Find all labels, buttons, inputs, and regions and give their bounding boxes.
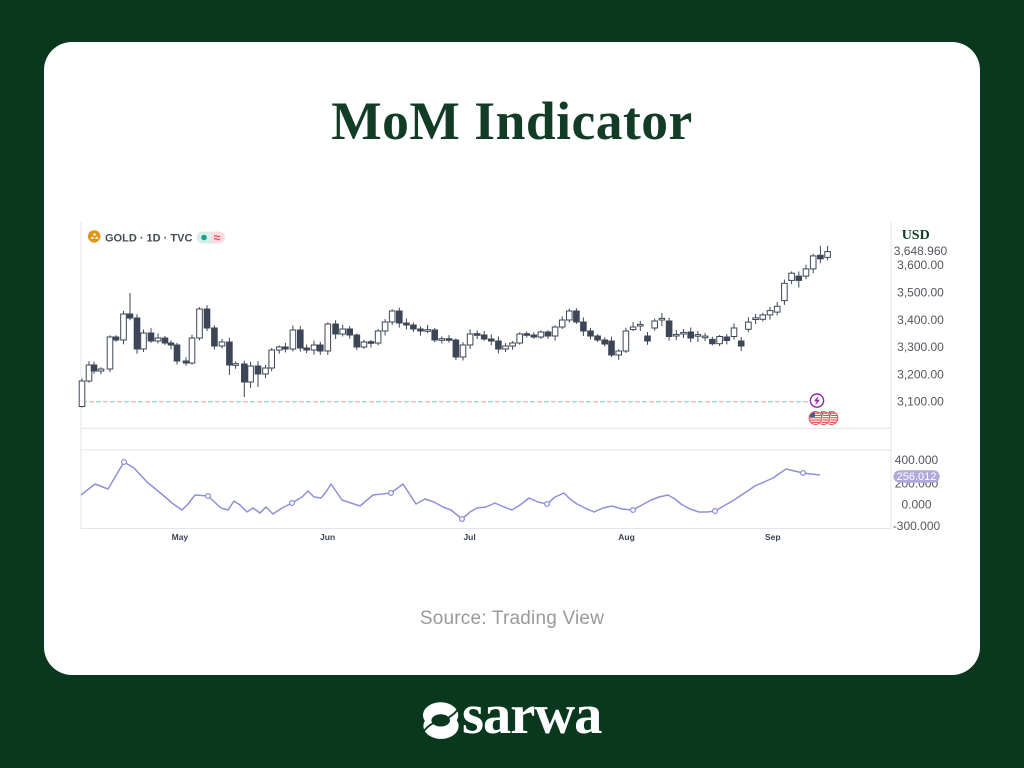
svg-text:-300.000: -300.000	[893, 519, 941, 533]
svg-text:Aug: Aug	[618, 532, 635, 542]
svg-text:3,648.960: 3,648.960	[894, 244, 948, 258]
svg-text:3,600.00: 3,600.00	[897, 258, 944, 272]
svg-text:May: May	[172, 532, 189, 542]
svg-text:256.012: 256.012	[897, 471, 937, 483]
svg-text:400.000: 400.000	[895, 453, 939, 467]
svg-text:3,300.00: 3,300.00	[897, 340, 944, 354]
svg-text:USD: USD	[902, 228, 930, 243]
svg-text:3,100.00: 3,100.00	[897, 395, 944, 409]
svg-text:GOLD · 1D · TVC: GOLD · 1D · TVC	[105, 232, 192, 244]
svg-text:Jul: Jul	[463, 532, 475, 542]
svg-text:Sep: Sep	[765, 532, 781, 542]
svg-text:3,400.00: 3,400.00	[897, 313, 944, 327]
svg-text:0.000: 0.000	[901, 498, 931, 512]
svg-text:Jun: Jun	[320, 532, 335, 542]
svg-text:3,500.00: 3,500.00	[897, 286, 944, 300]
svg-text:3,200.00: 3,200.00	[897, 367, 944, 381]
